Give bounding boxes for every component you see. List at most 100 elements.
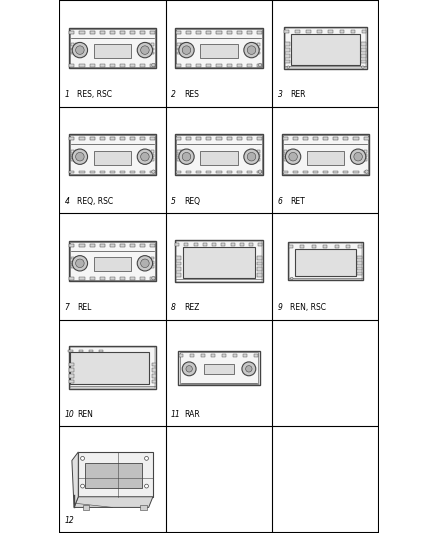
Bar	[186, 137, 191, 140]
Circle shape	[286, 149, 301, 164]
Bar	[151, 150, 154, 153]
Bar	[100, 244, 105, 247]
Bar	[285, 42, 290, 46]
Circle shape	[179, 43, 194, 58]
Bar	[179, 354, 184, 357]
Bar	[257, 171, 262, 173]
Bar	[184, 243, 188, 246]
Bar	[140, 171, 145, 173]
Bar	[196, 171, 201, 173]
Bar	[152, 368, 156, 372]
Bar	[361, 60, 366, 63]
Bar	[69, 241, 156, 281]
Bar	[364, 154, 367, 157]
Bar	[358, 245, 362, 247]
Bar	[307, 151, 344, 165]
Circle shape	[246, 366, 252, 372]
Bar	[90, 30, 95, 34]
Bar	[75, 44, 78, 46]
Bar	[177, 256, 181, 260]
Bar	[237, 171, 242, 173]
Bar	[289, 243, 362, 279]
Bar	[151, 257, 154, 260]
Bar	[69, 137, 74, 140]
Bar	[120, 244, 125, 247]
Bar	[147, 265, 150, 268]
Bar	[240, 243, 244, 246]
Text: 7: 7	[64, 303, 69, 312]
Circle shape	[186, 366, 192, 372]
Bar	[176, 171, 181, 173]
Bar	[186, 30, 191, 34]
Bar	[253, 47, 256, 50]
Bar	[303, 137, 308, 140]
Bar	[177, 150, 180, 153]
Circle shape	[362, 66, 364, 68]
Bar	[186, 64, 191, 67]
Bar	[110, 244, 115, 247]
Circle shape	[354, 152, 362, 161]
Bar	[175, 243, 179, 246]
Bar	[100, 30, 105, 34]
Bar	[284, 150, 287, 153]
Bar	[71, 158, 74, 161]
Bar	[206, 30, 212, 34]
Bar	[253, 154, 256, 157]
Bar	[288, 150, 291, 153]
Bar	[282, 134, 369, 175]
Bar	[203, 243, 207, 246]
Circle shape	[76, 259, 84, 268]
Text: 9: 9	[278, 303, 283, 312]
Bar	[100, 277, 105, 280]
Bar	[140, 505, 147, 510]
Bar	[283, 171, 288, 173]
Bar	[90, 64, 95, 67]
Bar	[247, 171, 252, 173]
Bar	[75, 52, 78, 54]
Circle shape	[81, 456, 85, 461]
Bar	[175, 28, 263, 68]
Bar	[79, 171, 85, 173]
Bar	[79, 277, 85, 280]
Bar	[176, 137, 181, 140]
Bar	[147, 47, 150, 50]
Bar	[361, 42, 366, 46]
Bar	[151, 261, 154, 263]
Bar	[150, 244, 155, 247]
Bar	[68, 350, 73, 352]
Bar	[176, 241, 262, 281]
Circle shape	[290, 277, 293, 280]
Bar	[130, 30, 135, 34]
Bar	[70, 348, 155, 388]
Bar	[343, 171, 348, 173]
Bar	[201, 354, 205, 357]
Bar	[339, 30, 344, 33]
Bar	[357, 266, 361, 270]
Bar	[147, 257, 150, 260]
Bar	[79, 350, 83, 352]
Bar	[110, 64, 115, 67]
Bar	[257, 262, 261, 265]
Bar	[152, 379, 156, 383]
Bar	[295, 30, 300, 33]
Bar	[69, 277, 74, 280]
Bar	[177, 158, 180, 161]
Bar	[179, 351, 259, 385]
Bar	[343, 137, 348, 140]
Bar	[328, 30, 333, 33]
Bar	[147, 261, 150, 263]
Circle shape	[137, 43, 152, 58]
Bar	[69, 244, 74, 247]
Bar	[176, 30, 181, 34]
Bar	[75, 261, 78, 263]
Bar	[247, 30, 252, 34]
Bar	[71, 150, 74, 153]
Bar	[71, 52, 74, 54]
Bar	[150, 171, 155, 173]
Bar	[177, 135, 261, 174]
Bar	[284, 30, 289, 33]
Bar	[317, 30, 322, 33]
Bar	[285, 60, 290, 63]
Bar	[257, 268, 261, 271]
Bar	[181, 150, 185, 153]
